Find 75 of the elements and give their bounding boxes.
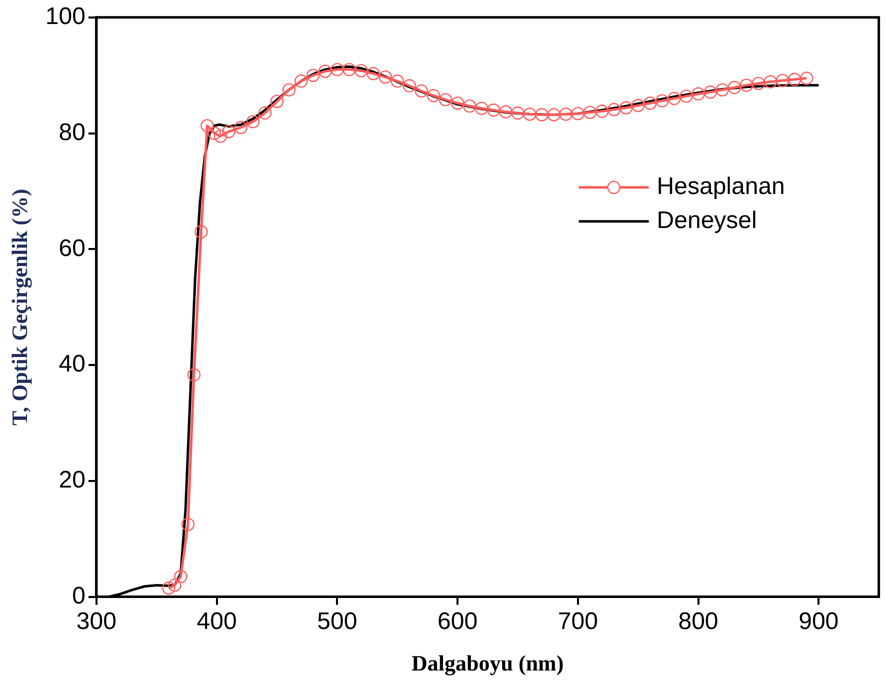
y-tick-label: 60 — [58, 234, 86, 262]
x-tick-label: 600 — [438, 608, 478, 635]
x-tick-label: 400 — [196, 608, 237, 635]
point — [222, 124, 236, 138]
point — [342, 62, 356, 76]
point — [595, 104, 609, 118]
point — [535, 108, 548, 122]
point — [656, 94, 669, 108]
point — [752, 76, 766, 90]
point — [294, 74, 308, 88]
point — [426, 89, 440, 102]
point — [487, 104, 500, 117]
y-tick-label: 80 — [58, 118, 86, 146]
point — [366, 67, 380, 80]
point — [234, 120, 248, 134]
point — [438, 93, 452, 106]
point — [354, 64, 368, 78]
point — [168, 578, 182, 592]
point — [450, 96, 464, 110]
x-tick-label: 900 — [798, 608, 839, 635]
point — [194, 225, 208, 238]
point — [306, 68, 320, 82]
point — [246, 115, 260, 128]
y-tick-label: 40 — [58, 350, 86, 378]
point — [200, 119, 214, 132]
y-tick-label: 20 — [58, 466, 86, 494]
point — [330, 62, 344, 76]
point — [740, 78, 753, 92]
y-tick-label: 100 — [45, 3, 86, 30]
point — [704, 86, 717, 99]
point — [788, 72, 802, 86]
point — [776, 74, 790, 88]
x-tick-label: 500 — [317, 608, 358, 635]
point — [270, 94, 284, 108]
x-tick-label: 800 — [678, 608, 718, 635]
point — [583, 106, 597, 120]
point — [619, 101, 633, 114]
point — [378, 70, 392, 84]
point — [174, 570, 188, 584]
point — [559, 108, 572, 121]
point — [318, 64, 332, 78]
point — [402, 79, 416, 92]
point — [800, 72, 814, 85]
point — [716, 83, 729, 96]
point — [571, 106, 584, 120]
point — [162, 582, 176, 595]
point — [728, 80, 741, 94]
point — [547, 108, 560, 122]
point — [187, 368, 201, 382]
point — [462, 99, 476, 113]
point — [414, 84, 428, 98]
point — [258, 106, 272, 120]
point — [181, 518, 195, 531]
legend-label: Deneysel — [656, 207, 757, 234]
point — [499, 105, 512, 118]
point — [668, 92, 681, 106]
point — [208, 126, 221, 140]
point — [523, 108, 536, 121]
legend-label: Hesaplanan — [656, 173, 785, 200]
point — [475, 102, 488, 115]
point — [511, 106, 524, 120]
point — [282, 83, 296, 96]
point — [692, 87, 705, 100]
point — [644, 96, 657, 110]
y-axis-title: T, Optik Geçirgenlik (%) — [6, 188, 32, 426]
x-axis-title: Dalgaboyu (nm) — [412, 650, 564, 676]
point — [680, 90, 693, 103]
point — [214, 130, 228, 143]
point — [631, 98, 645, 112]
x-tick-label: 700 — [558, 608, 598, 635]
point — [607, 102, 621, 116]
point — [390, 74, 404, 88]
y-tick-label: 0 — [72, 582, 86, 610]
point — [764, 75, 778, 88]
x-tick-label: 300 — [76, 608, 116, 635]
